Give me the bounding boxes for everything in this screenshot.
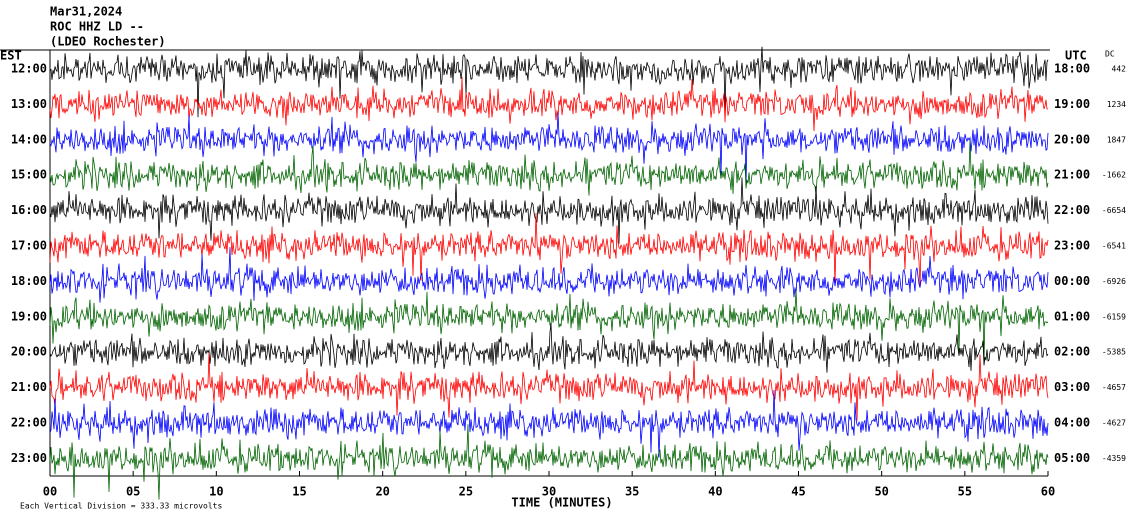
x-tick-label: 50: [874, 485, 888, 499]
trace: [49, 353, 1049, 421]
left-hour-label: 16:00: [11, 203, 47, 217]
dc-value: 442: [1112, 65, 1127, 74]
x-label: TIME (MINUTES): [511, 496, 612, 510]
x-tick-label: 30: [542, 485, 556, 499]
dc-value: -4359: [1102, 454, 1126, 463]
station: (LDEO Rochester): [50, 35, 166, 49]
right-hour-label: 03:00: [1054, 380, 1090, 394]
right-hour-label: 19:00: [1054, 97, 1090, 111]
left-hour-label: 20:00: [11, 345, 47, 359]
trace: [49, 177, 1049, 244]
right-hour-label: 21:00: [1054, 168, 1090, 182]
dc-value: -5385: [1102, 348, 1126, 357]
left-hour-label: 22:00: [11, 416, 47, 430]
x-tick-label: 05: [126, 485, 140, 499]
right-hour-label: 02:00: [1054, 345, 1090, 359]
trace: [49, 212, 1049, 288]
dc-value: -6159: [1102, 312, 1126, 321]
trace: [49, 424, 1049, 500]
dc-value: -1662: [1102, 171, 1126, 180]
chart-title: Mar31,2024: [50, 5, 122, 19]
right-hour-label: 18:00: [1054, 62, 1090, 76]
trace: [49, 76, 1049, 132]
right-hour-label: 05:00: [1054, 451, 1090, 465]
x-tick-label: 10: [209, 485, 223, 499]
right-hour-label: 00:00: [1054, 274, 1090, 288]
x-tick-label: 45: [791, 485, 805, 499]
dc-value: -6926: [1102, 277, 1126, 286]
right-label: UTC: [1065, 49, 1087, 63]
x-tick-label: 25: [459, 485, 473, 499]
dc-value: -4657: [1102, 383, 1126, 392]
dc-label: DC: [1105, 50, 1115, 59]
right-hour-label: 01:00: [1054, 309, 1090, 323]
left-hour-label: 18:00: [11, 274, 47, 288]
right-hour-label: 23:00: [1054, 239, 1090, 253]
x-tick-label: 15: [292, 485, 306, 499]
left-hour-label: 13:00: [11, 97, 47, 111]
left-hour-label: 19:00: [11, 309, 47, 323]
right-hour-label: 20:00: [1054, 132, 1090, 146]
left-hour-label: 14:00: [11, 132, 47, 146]
left-hour-label: 12:00: [11, 62, 47, 76]
x-tick-label: 55: [958, 485, 972, 499]
right-hour-label: 04:00: [1054, 416, 1090, 430]
channel: ROC HHZ LD --: [50, 20, 144, 34]
traces: [49, 46, 1049, 500]
x-tick-label: 00: [43, 485, 57, 499]
dc-value: 1234: [1107, 100, 1126, 109]
trace: [49, 322, 1049, 373]
x-tick-label: 20: [375, 485, 389, 499]
x-tick-label: 35: [625, 485, 639, 499]
trace: [49, 46, 1049, 118]
left-hour-label: 23:00: [11, 451, 47, 465]
right-hour-label: 22:00: [1054, 203, 1090, 217]
trace: [49, 247, 1049, 303]
trace: [49, 289, 1049, 363]
footnote: Each Vertical Division = 333.33 microvol…: [20, 502, 222, 511]
trace: [49, 112, 1049, 186]
trace: [49, 140, 1049, 196]
dc-value: -6654: [1102, 206, 1126, 215]
dc-value: -6541: [1102, 242, 1126, 251]
left-hour-label: 15:00: [11, 168, 47, 182]
dc-value: 1847: [1107, 135, 1126, 144]
trace: [49, 389, 1049, 458]
left-hour-label: 17:00: [11, 239, 47, 253]
x-tick-label: 60: [1041, 485, 1055, 499]
x-tick-label: 40: [708, 485, 722, 499]
left-hour-label: 21:00: [11, 380, 47, 394]
left-label: EST: [0, 49, 22, 63]
dc-value: -4627: [1102, 419, 1126, 428]
